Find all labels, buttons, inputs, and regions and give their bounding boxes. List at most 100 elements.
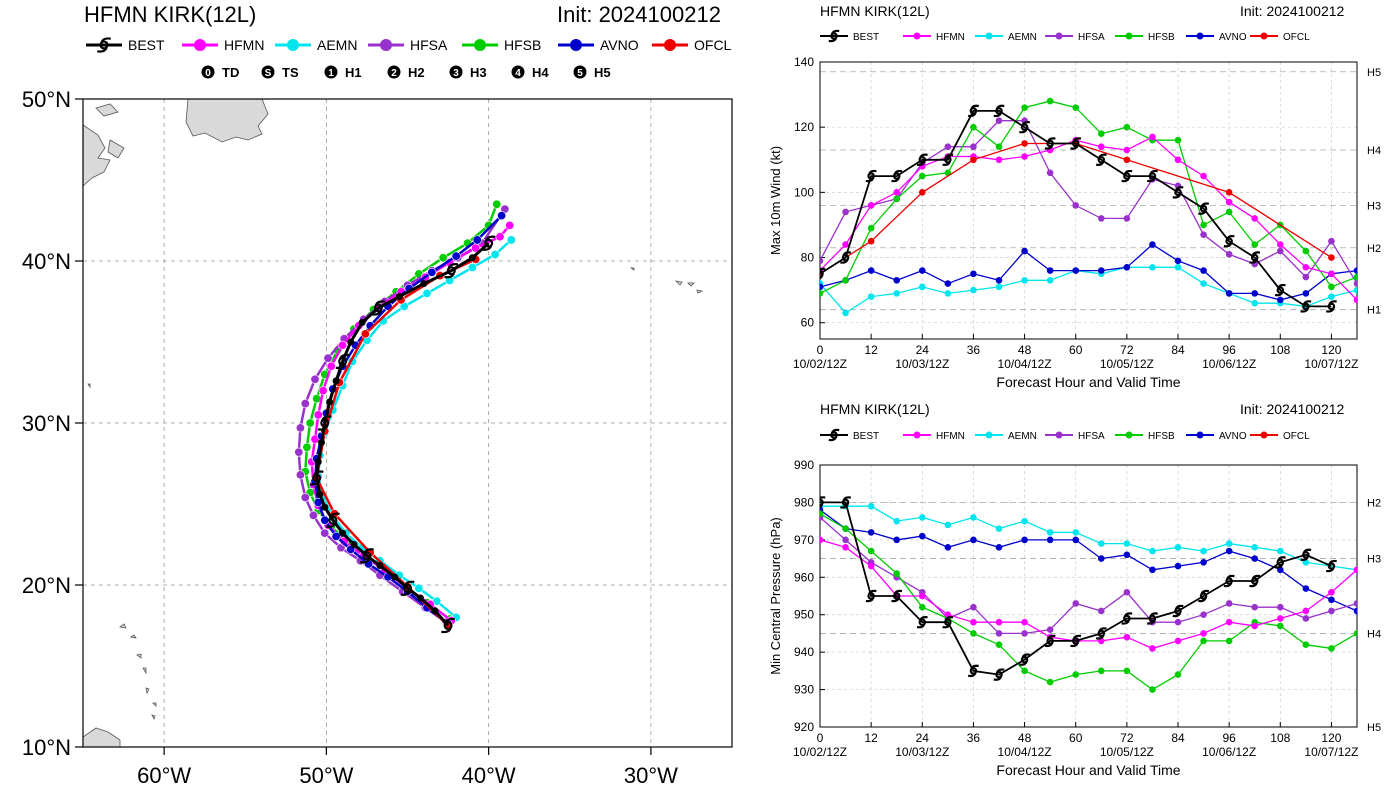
pres-date-label: 10/03/12Z: [895, 745, 949, 759]
wind-point-aemn: [1200, 280, 1207, 287]
legend-marker: [1196, 32, 1204, 40]
wind-xtick-label: 12: [864, 343, 878, 357]
legend-item-hfsa: HFSA: [1045, 32, 1105, 43]
wind-category-label: H3: [1367, 200, 1381, 212]
wind-point-aemn: [1251, 299, 1259, 307]
pres-point-avno: [893, 536, 901, 544]
pres-point-aemn: [970, 514, 977, 521]
pres-init: Init: 2024100212: [1240, 401, 1345, 417]
pres-ytick-label: 930: [794, 683, 814, 697]
wind-point-best: [967, 104, 979, 118]
pres-point-best: [1223, 574, 1235, 588]
wind-xtick-label: 0: [817, 343, 824, 357]
pres-point-hfsb: [1302, 641, 1310, 648]
legend-marker: [985, 32, 993, 40]
pres-point-aemn: [1072, 529, 1080, 536]
track-line-ofcl: [315, 258, 477, 627]
pres-line-best: [820, 501, 1332, 676]
wind-point-hfmn: [1302, 264, 1310, 271]
track-point-hfsa: [308, 510, 318, 520]
intensity-legend-marker: [449, 65, 463, 79]
pres-point-hfsa: [842, 536, 849, 544]
pres-point-avno: [1046, 536, 1054, 544]
wind-point-avno: [995, 277, 1003, 284]
wind-point-hfsa: [1097, 215, 1105, 222]
legend-label: OFCL: [1283, 431, 1310, 442]
pres-point-avno: [1123, 551, 1131, 559]
pres-category-label: H3: [1367, 554, 1381, 566]
wind-point-hfmn: [867, 202, 875, 209]
pres-date-label: 10/05/12Z: [1100, 745, 1154, 759]
pres-point-hfmn: [970, 618, 977, 626]
wind-xtick-label: 36: [967, 343, 981, 357]
pres-point-hfsa: [1200, 611, 1207, 619]
wind-xtick-label: 120: [1321, 343, 1341, 357]
intensity-legend-label: H1: [345, 65, 362, 80]
pres-line-avno: [820, 509, 1357, 612]
map-lat-label: 40°N: [22, 249, 71, 274]
pres-frame: [819, 464, 1358, 728]
legend-label: HFSB: [1148, 431, 1175, 442]
wind-point-hfsa: [1353, 280, 1357, 287]
pres-ytick-label: 940: [794, 645, 814, 659]
wind-xtick-label: 108: [1270, 343, 1290, 357]
legend-item-avno: AVNO: [1186, 32, 1247, 43]
track-point-hfsb: [438, 253, 448, 263]
wind-point-hfmn: [1328, 270, 1335, 278]
pres-point-hfsb: [1276, 622, 1284, 630]
intensity-legend-item: 4 H4: [511, 65, 549, 80]
legend-marker: [913, 32, 921, 40]
map-legend-label: HFMN: [224, 37, 264, 53]
wind-point-avno: [1174, 257, 1182, 265]
wind-point-avno: [1097, 267, 1105, 274]
track-point-best: [359, 548, 374, 564]
pres-xtick-label: 12: [864, 731, 878, 745]
pres-point-avno: [867, 529, 875, 536]
wind-point-hfsa: [995, 117, 1003, 124]
track-point-best: [321, 503, 329, 511]
pres-point-hfsb: [893, 570, 901, 577]
map-legend-label: HFSA: [410, 37, 448, 53]
map-legend-marker: [474, 39, 486, 51]
pres-point-best: [1300, 548, 1312, 562]
wind-point-hfmn: [1149, 133, 1156, 141]
wind-point-aemn: [995, 283, 1003, 291]
map-legend-label: HFSB: [504, 37, 541, 53]
pres-point-aemn: [1149, 547, 1156, 555]
track-point-best: [309, 470, 324, 486]
wind-category-label: H4: [1367, 145, 1381, 157]
track-point-hfsa: [295, 470, 305, 480]
pres-date-label: 10/02/12Z: [793, 745, 847, 759]
wind-point-ofcl: [970, 156, 977, 164]
legend-label: HFMN: [936, 431, 965, 442]
track-point-avno: [472, 235, 482, 245]
pres-point-hfsb: [867, 547, 875, 555]
map-lon-label: 60°W: [137, 763, 191, 788]
track-point-best: [420, 280, 428, 288]
pres-category-label: H4: [1367, 628, 1381, 640]
wind-point-best: [942, 153, 954, 166]
track-point-best: [376, 562, 384, 570]
pres-category-label: H5: [1367, 722, 1381, 734]
wind-point-aemn: [842, 309, 849, 317]
legend-item-hfsa: HFSA: [1045, 431, 1105, 442]
legend-item-hfmn: HFMN: [903, 431, 965, 442]
map-lat-label: 20°N: [22, 573, 71, 598]
track-point-best: [350, 541, 358, 548]
wind-init: Init: 2024100212: [1240, 3, 1345, 19]
pres-point-best: [820, 496, 826, 509]
pres-point-avno: [970, 536, 977, 544]
wind-point-hfsa: [1072, 202, 1080, 209]
track-point-best: [325, 512, 340, 528]
legend-marker: [985, 431, 993, 439]
track-point-aemn: [467, 262, 477, 272]
wind-point-hfmn: [1174, 156, 1182, 164]
pres-point-aemn: [1123, 540, 1131, 547]
pres-point-best: [1095, 627, 1107, 640]
track-line-aemn: [317, 238, 513, 619]
land-shapes: [83, 99, 704, 747]
pres-point-aemn: [867, 502, 875, 510]
wind-point-best: [1070, 137, 1082, 150]
pres-xtick-label: 0: [817, 731, 824, 745]
pres-point-hfmn: [995, 618, 1003, 626]
